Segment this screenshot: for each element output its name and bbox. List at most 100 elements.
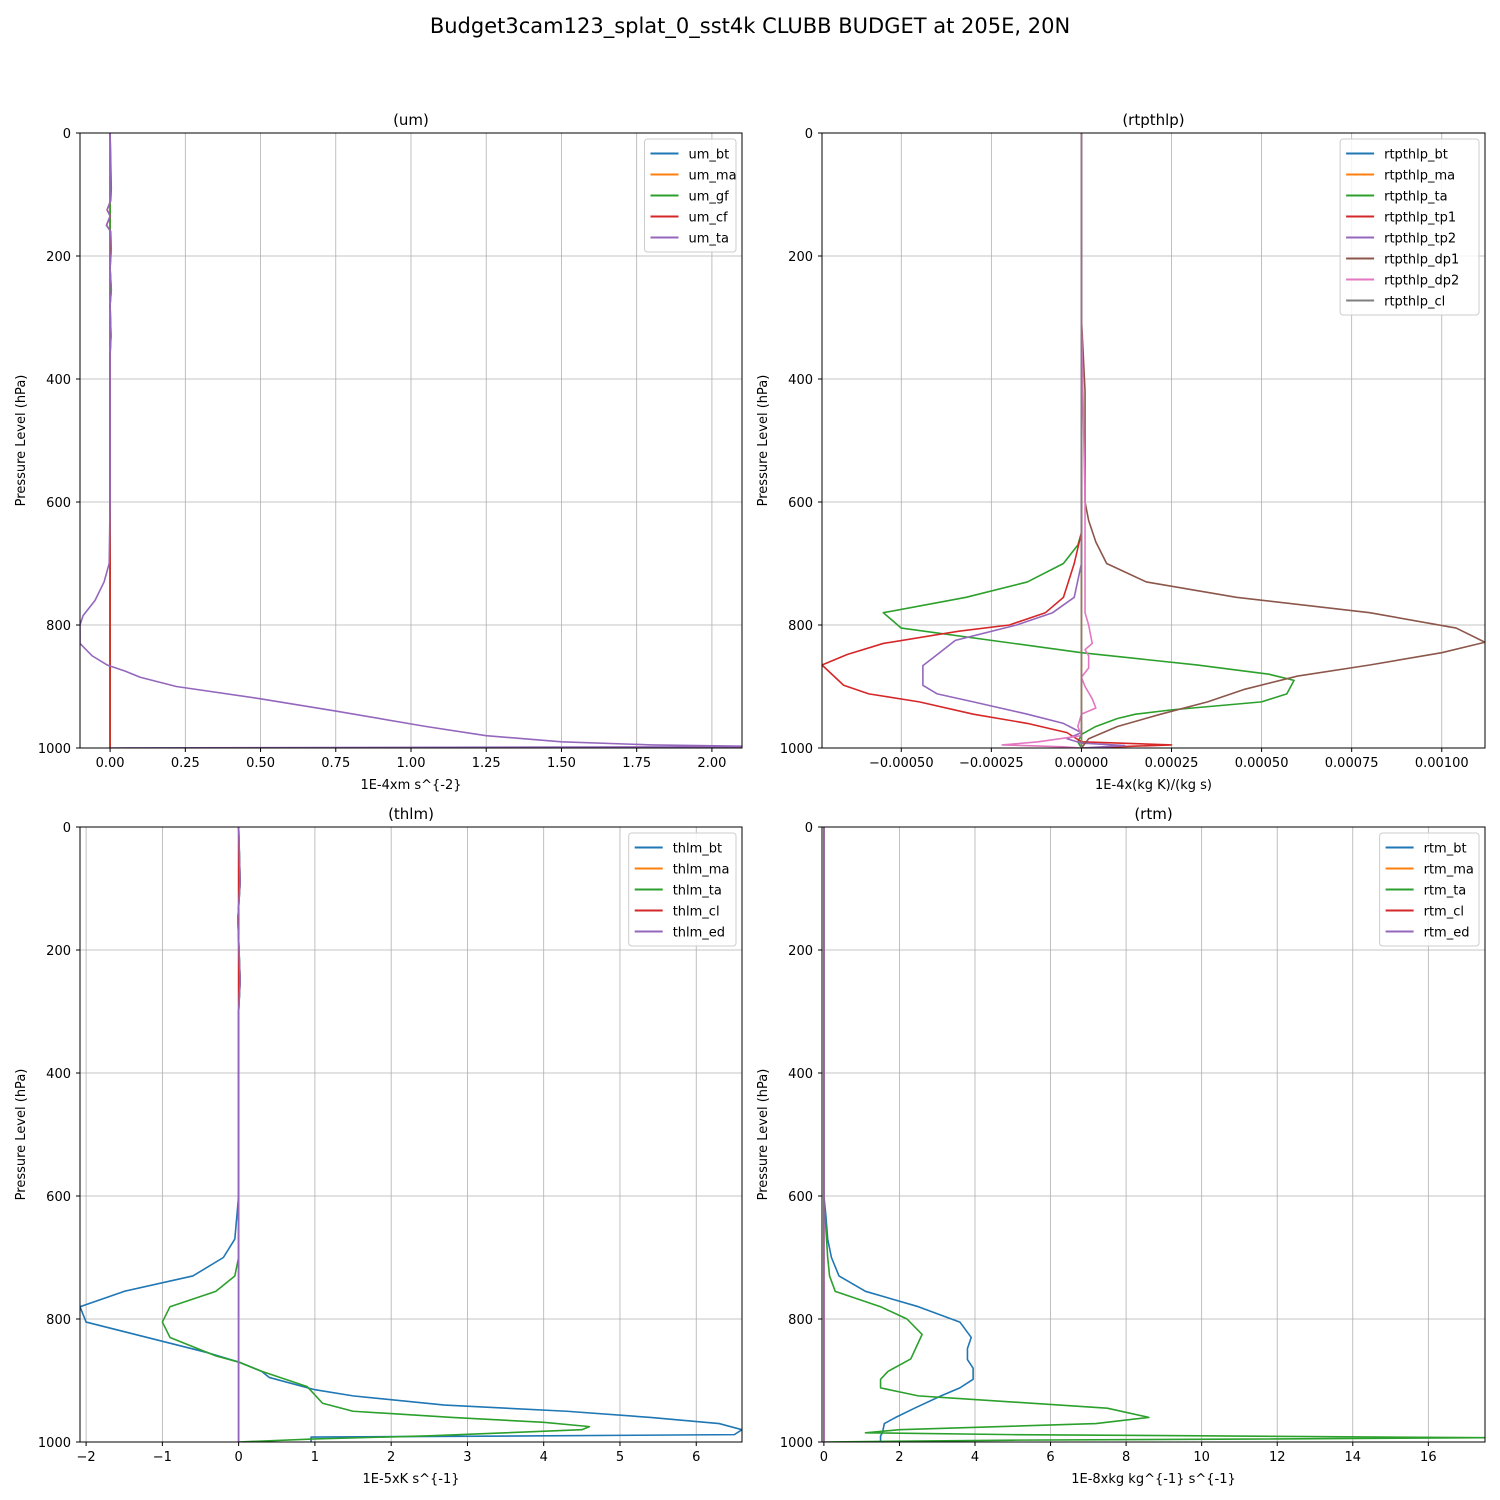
x-tick-label: 3 <box>463 1450 471 1465</box>
x-tick-label: 1 <box>311 1450 319 1465</box>
x-tick-label: 2.00 <box>697 756 726 771</box>
legend-label: rtpthlp_ma <box>1384 169 1455 184</box>
x-tick-label: 0 <box>820 1450 828 1465</box>
series-line-rtpthlp_tp1 <box>822 133 1173 748</box>
y-tick-label: 0 <box>805 821 813 836</box>
x-tick-label: −0.00050 <box>869 756 934 771</box>
x-tick-label: 4 <box>540 1450 548 1465</box>
legend-label: rtm_cl <box>1424 905 1464 920</box>
x-tick-label: 0.00000 <box>1055 756 1109 771</box>
y-tick-label: 400 <box>788 1067 813 1082</box>
x-tick-label: 0.00075 <box>1325 756 1379 771</box>
series-line-rtm_bt <box>823 827 974 1442</box>
x-tick-label: 0.00050 <box>1235 756 1289 771</box>
x-tick-label: 1.50 <box>547 756 576 771</box>
y-tick-label: 0 <box>63 127 71 142</box>
x-axis-label: 1E-5xK s^{-1} <box>363 1472 460 1487</box>
legend-label: thlm_bt <box>673 842 722 857</box>
figure-title: Budget3cam123_splat_0_sst4k CLUBB BUDGET… <box>429 14 1071 38</box>
y-tick-label: 0 <box>805 127 813 142</box>
y-tick-label: 600 <box>46 1190 71 1205</box>
subplot-title: (rtpthlp) <box>1122 111 1184 129</box>
y-tick-label: 600 <box>788 496 813 511</box>
legend-label: rtpthlp_dp1 <box>1384 253 1459 268</box>
x-tick-label: 6 <box>1046 1450 1054 1465</box>
y-tick-label: 200 <box>46 250 71 265</box>
legend-label: um_ma <box>689 169 737 184</box>
series-line-thlm_ed <box>237 827 241 1442</box>
x-axis-label: 1E-4x(kg K)/(kg s) <box>1095 778 1212 793</box>
legend-label: rtm_bt <box>1424 842 1467 857</box>
x-tick-label: 1.25 <box>472 756 501 771</box>
legend-label: rtpthlp_tp1 <box>1384 211 1456 226</box>
legend-label: um_ta <box>689 232 729 247</box>
legend: thlm_bt thlm_ma thlm_ta thlm_cl thlm_ed <box>628 832 737 947</box>
x-tick-label: 1.75 <box>622 756 651 771</box>
legend-label: rtpthlp_bt <box>1384 148 1448 163</box>
series-line-thlm_ta <box>161 827 591 1442</box>
series-line-rtm_ta <box>823 827 1485 1442</box>
y-tick-label: 200 <box>788 250 813 265</box>
x-tick-label: −1 <box>153 1450 172 1465</box>
legend-label: rtm_ta <box>1424 884 1467 899</box>
subplot-3: −2 −1 0 1 2 3 4 5 6 0 200 400 600 800 1000 (thlm) 1E-5xK… <box>14 805 743 1487</box>
legend-label: thlm_ta <box>673 884 722 899</box>
legend-label: um_cf <box>689 211 729 226</box>
legend-label: rtm_ed <box>1424 926 1470 941</box>
y-tick-label: 400 <box>46 1067 71 1082</box>
axes-frame <box>821 826 1486 1443</box>
subplot-title: (um) <box>393 111 429 129</box>
x-tick-label: −2 <box>77 1450 96 1465</box>
x-axis-label: 1E-4xm s^{-2} <box>360 778 461 793</box>
y-axis-label: Pressure Level (hPa) <box>756 375 771 507</box>
x-tick-label: 8 <box>1122 1450 1130 1465</box>
y-tick-label: 400 <box>788 373 813 388</box>
legend: rtm_bt rtm_ma rtm_ta rtm_cl rtm_ed <box>1379 832 1480 947</box>
y-tick-label: 0 <box>63 821 71 836</box>
x-tick-label: 12 <box>1269 1450 1286 1465</box>
series-line-rtpthlp_dp2 <box>1001 133 1097 748</box>
legend-label: um_gf <box>689 190 730 205</box>
x-tick-label: 0.00100 <box>1415 756 1469 771</box>
legend-label: thlm_ed <box>673 926 725 941</box>
y-axis-label: Pressure Level (hPa) <box>756 1069 771 1201</box>
legend-label: thlm_ma <box>673 863 730 878</box>
subplot-4: 0 2 4 6 8 10 12 14 16 0 200 400 600 800 1000 (rtm) 1E-8x… <box>756 805 1486 1487</box>
y-tick-label: 800 <box>46 619 71 634</box>
y-tick-label: 1000 <box>38 742 71 757</box>
y-tick-label: 1000 <box>38 1436 71 1451</box>
x-tick-label: 0.75 <box>321 756 350 771</box>
series-line-rtpthlp_dp1 <box>1080 133 1485 748</box>
subplot-title: (rtm) <box>1134 805 1172 823</box>
y-axis-label: Pressure Level (hPa) <box>14 1069 29 1201</box>
legend-frame <box>1379 832 1480 947</box>
y-tick-label: 600 <box>788 1190 813 1205</box>
y-tick-label: 200 <box>46 944 71 959</box>
legend-frame <box>1339 138 1480 316</box>
legend-label: rtpthlp_tp2 <box>1384 232 1456 247</box>
y-tick-label: 1000 <box>780 742 813 757</box>
x-tick-label: 4 <box>971 1450 979 1465</box>
subplot-2: −0.00050 −0.00025 0.00000 0.00025 0.00050 0.0… <box>756 111 1486 793</box>
legend-frame <box>644 138 737 253</box>
legend-frame <box>628 832 737 947</box>
legend-label: rtm_ma <box>1424 863 1474 878</box>
series-line-rtpthlp_ta <box>882 133 1295 748</box>
legend-label: thlm_cl <box>673 905 720 920</box>
legend-label: um_bt <box>689 148 730 163</box>
legend: rtpthlp_bt rtpthlp_ma rtpthlp_ta rtpthlp_tp… <box>1339 138 1480 316</box>
y-tick-label: 200 <box>788 944 813 959</box>
y-tick-label: 800 <box>788 1313 813 1328</box>
x-tick-label: −0.00025 <box>959 756 1024 771</box>
x-tick-label: 0.00025 <box>1145 756 1199 771</box>
y-tick-label: 600 <box>46 496 71 511</box>
legend-label: rtpthlp_cl <box>1384 295 1445 310</box>
x-tick-label: 14 <box>1345 1450 1362 1465</box>
axes-frame <box>79 826 743 1443</box>
y-tick-label: 1000 <box>780 1436 813 1451</box>
y-tick-label: 400 <box>46 373 71 388</box>
legend-label: rtpthlp_ta <box>1384 190 1447 205</box>
series-line-um_ta <box>80 133 742 748</box>
legend: um_bt um_ma um_gf um_cf um_ta <box>644 138 737 253</box>
